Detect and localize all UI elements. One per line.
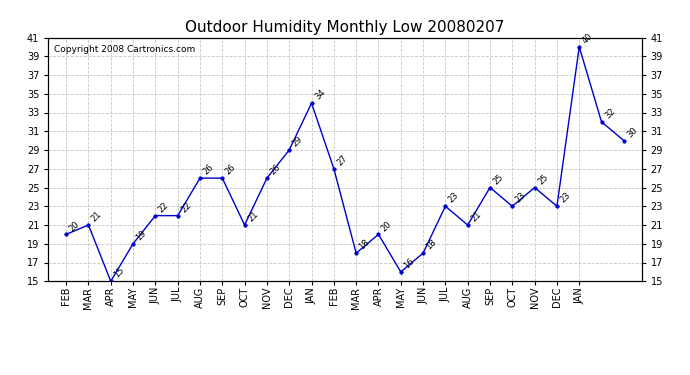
Text: 20: 20 xyxy=(380,219,393,233)
Text: 23: 23 xyxy=(447,191,461,205)
Text: 32: 32 xyxy=(603,106,617,120)
Text: Copyright 2008 Cartronics.com: Copyright 2008 Cartronics.com xyxy=(55,45,195,54)
Text: 25: 25 xyxy=(491,172,505,186)
Text: 18: 18 xyxy=(357,238,371,252)
Text: 18: 18 xyxy=(424,238,438,252)
Text: 40: 40 xyxy=(580,32,594,45)
Text: 29: 29 xyxy=(290,135,304,148)
Text: 26: 26 xyxy=(224,163,237,177)
Text: 22: 22 xyxy=(157,201,170,214)
Text: 21: 21 xyxy=(246,210,260,224)
Text: 19: 19 xyxy=(135,229,148,242)
Text: 21: 21 xyxy=(90,210,104,224)
Text: 26: 26 xyxy=(201,163,215,177)
Text: 16: 16 xyxy=(402,256,416,270)
Text: 21: 21 xyxy=(469,210,483,224)
Text: 15: 15 xyxy=(112,266,126,280)
Text: 26: 26 xyxy=(268,163,282,177)
Title: Outdoor Humidity Monthly Low 20080207: Outdoor Humidity Monthly Low 20080207 xyxy=(186,20,504,35)
Text: 23: 23 xyxy=(558,191,572,205)
Text: 30: 30 xyxy=(625,125,639,139)
Text: 27: 27 xyxy=(335,153,349,167)
Text: 25: 25 xyxy=(536,172,550,186)
Text: 20: 20 xyxy=(68,219,81,233)
Text: 34: 34 xyxy=(313,88,327,102)
Text: 23: 23 xyxy=(513,191,528,205)
Text: 22: 22 xyxy=(179,201,193,214)
